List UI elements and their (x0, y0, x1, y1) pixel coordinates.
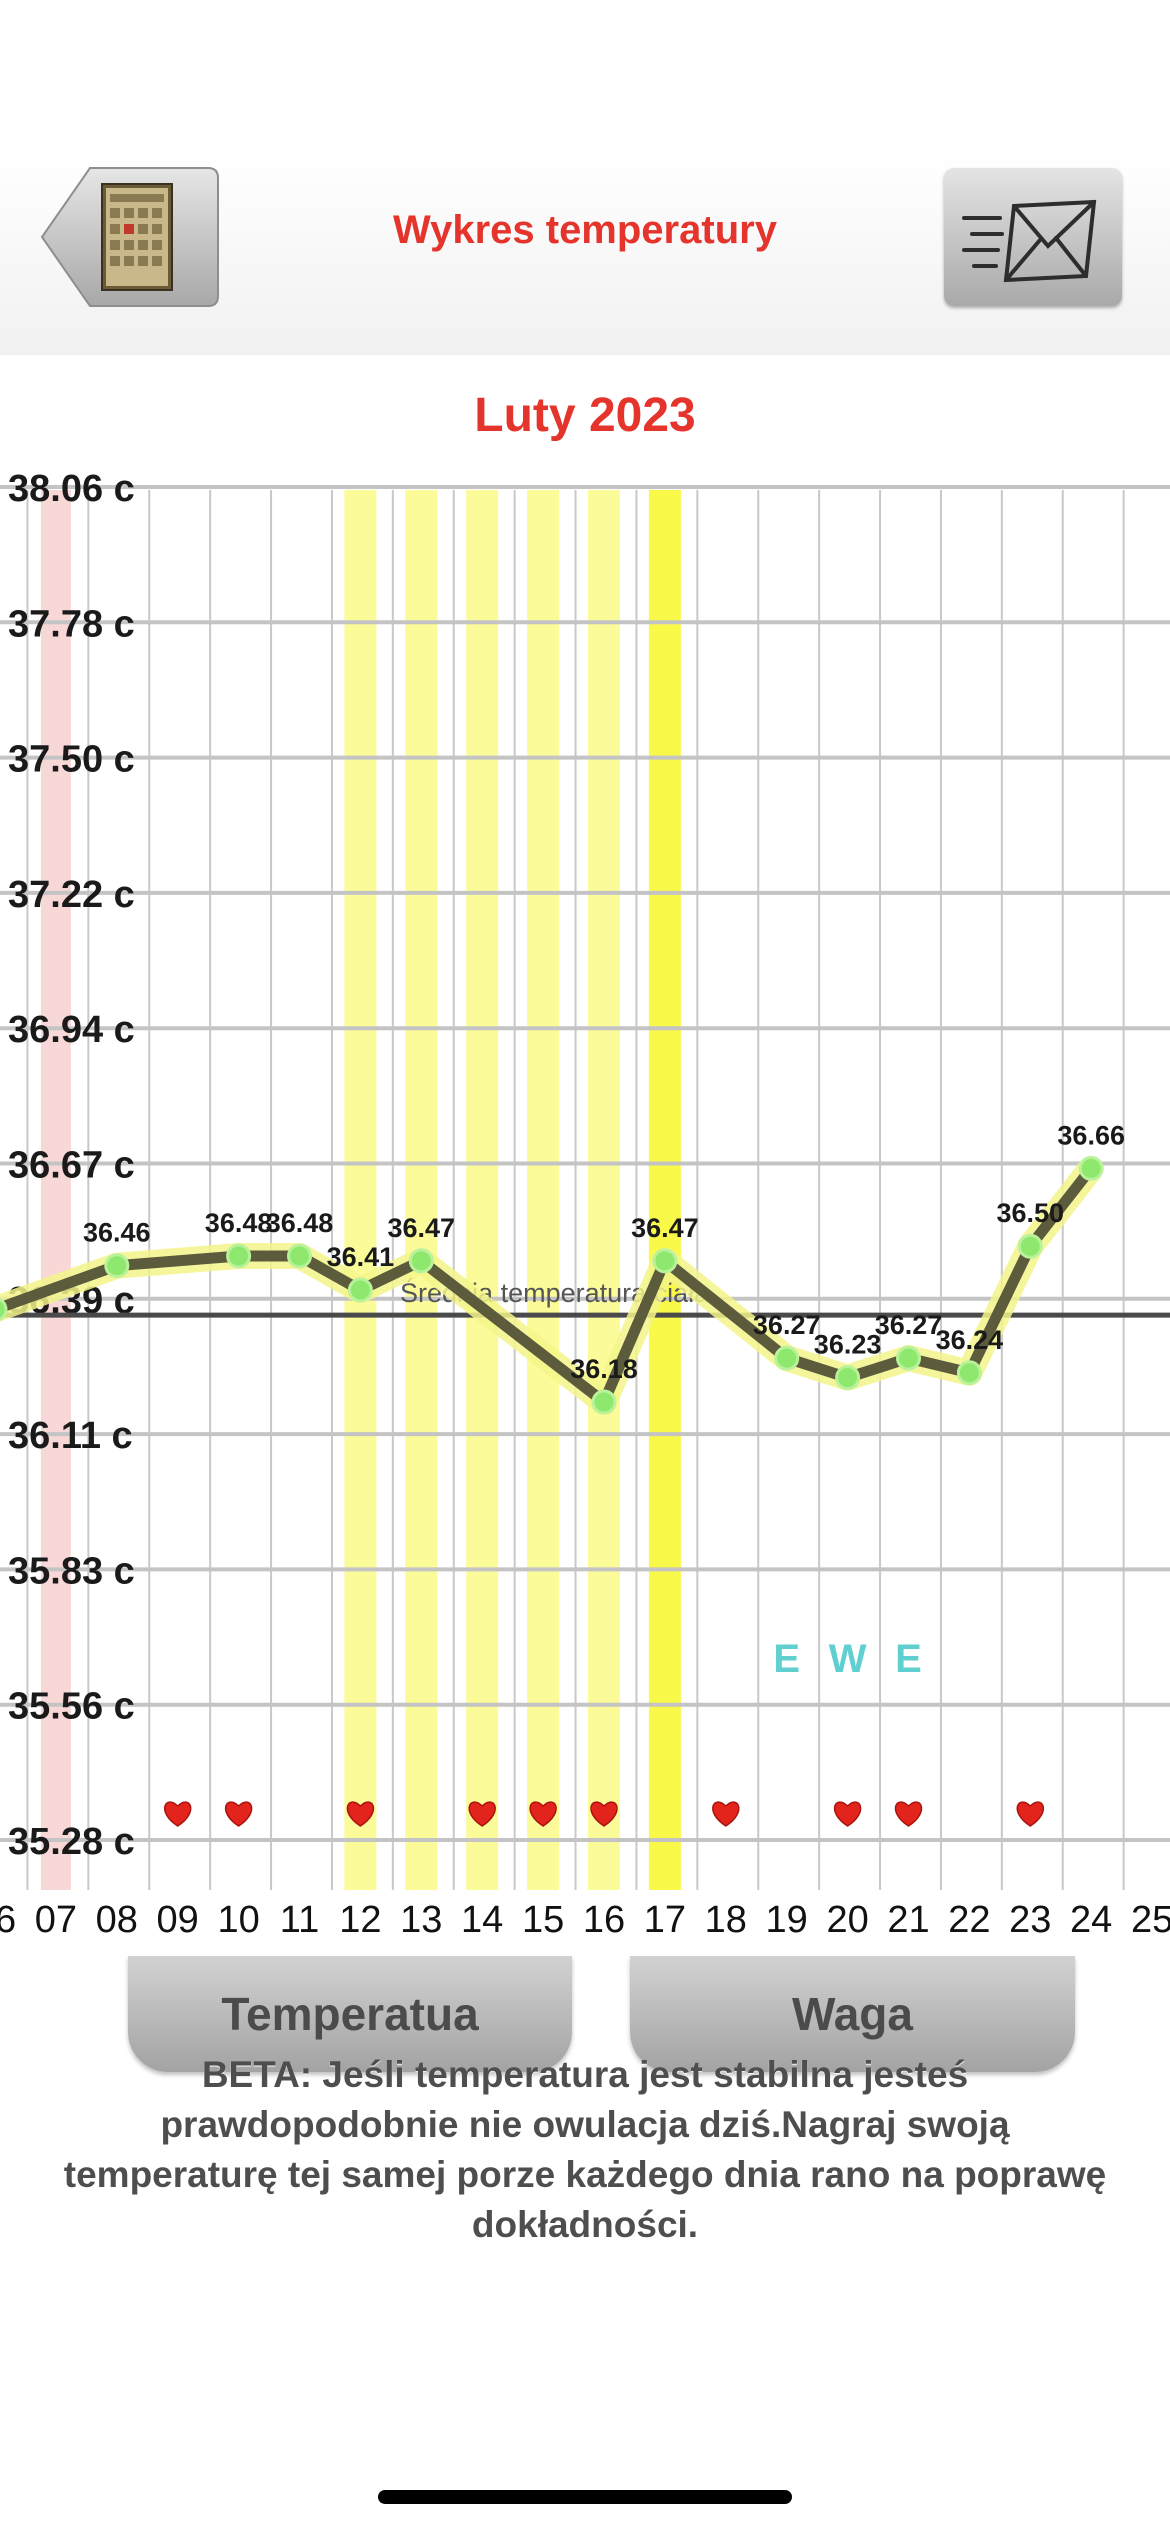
temperature-value-label: 36.23 (814, 1330, 882, 1360)
temperature-value-label: 36.27 (753, 1310, 821, 1340)
x-tick-label: 13 (400, 1899, 442, 1940)
month-title: Luty 2023 (474, 389, 696, 442)
temperature-point (652, 1248, 678, 1274)
x-tick-label: 20 (826, 1899, 868, 1940)
y-tick-label: 36.11 c (8, 1415, 133, 1457)
y-tick-label: 37.78 c (8, 603, 135, 645)
y-tick-label: 35.83 c (8, 1550, 135, 1592)
temperature-value-label: 36.27 (875, 1310, 943, 1340)
x-tick-label: 11 (280, 1899, 319, 1940)
temperature-point (591, 1389, 617, 1415)
home-indicator (378, 2490, 792, 2504)
temperature-point (104, 1253, 130, 1279)
temperature-point (226, 1243, 252, 1269)
heart-icon (225, 1801, 253, 1827)
temperature-point (1078, 1155, 1104, 1181)
heart-icon (468, 1801, 496, 1827)
x-tick-label: 16 (583, 1899, 625, 1940)
x-tick-label: 15 (522, 1899, 564, 1940)
x-tick-label: 22 (948, 1899, 990, 1940)
temperature-value-label: 36.41 (327, 1242, 395, 1272)
temperature-value-label: 36.18 (570, 1354, 638, 1384)
screen-title: Wykres temperatury (393, 208, 777, 252)
x-tick-label: 12 (339, 1899, 381, 1940)
fertile-day-band (405, 490, 438, 1890)
temperature-chart: 38.06 c 37.78 c 37.50 c 37.22 c 36.94 c 36.67… (0, 468, 1170, 1940)
y-tick-label: 37.22 c (8, 874, 135, 916)
heart-icon (346, 1801, 374, 1827)
y-tick-label: 35.56 c (8, 1686, 135, 1728)
heart-icon (1016, 1801, 1044, 1827)
y-tick-label: 37.50 c (8, 739, 135, 781)
temperature-value-label: 36.47 (631, 1213, 699, 1243)
temperature-tab-button[interactable]: Temperatua (128, 1956, 572, 2072)
y-tick-label: 36.94 c (8, 1009, 135, 1051)
period-day-band (40, 490, 71, 1890)
temperature-value-label: 36.47 (388, 1213, 456, 1243)
x-tick-label: 25 (1131, 1899, 1170, 1940)
temperature-point (287, 1243, 312, 1269)
y-tick-label: 36.67 c (8, 1145, 135, 1187)
temperature-point (1017, 1233, 1043, 1259)
send-mail-icon (962, 199, 1097, 283)
x-tick-label: 23 (1009, 1899, 1051, 1940)
temperature-point (0, 1298, 8, 1321)
temperature-point (347, 1277, 373, 1303)
x-tick-label: 14 (461, 1899, 503, 1940)
fertile-day-band (466, 490, 499, 1890)
temperature-point (896, 1345, 921, 1371)
y-tick-label: 38.06 c (8, 468, 135, 510)
x-tick-label: 18 (705, 1899, 747, 1940)
day-marker-letter: W (829, 1637, 867, 1681)
temperature-value-label: 36.48 (266, 1208, 334, 1238)
x-tick-label: 07 (35, 1899, 77, 1940)
fertile-day-band (588, 490, 620, 1890)
back-to-calendar-button[interactable] (40, 166, 220, 308)
temperature-point (956, 1360, 982, 1386)
x-tick-label: 06 (0, 1899, 16, 1940)
heart-icon (164, 1801, 192, 1827)
temperature-point (835, 1365, 861, 1391)
temperature-value-label: 36.66 (1057, 1120, 1125, 1150)
x-tick-label: 19 (766, 1899, 808, 1940)
temperature-value-label: 36.48 (205, 1208, 273, 1238)
x-tick-label: 17 (644, 1899, 686, 1940)
day-marker-letter: E (895, 1637, 922, 1681)
heart-icon (590, 1801, 618, 1827)
temperature-value-label: 36.46 (83, 1218, 151, 1248)
temperature-value-label: 36.50 (997, 1198, 1065, 1228)
y-tick-label: 35.28 c (8, 1821, 135, 1863)
x-tick-label: 24 (1070, 1899, 1112, 1940)
send-mail-button[interactable] (944, 168, 1122, 306)
x-tick-label: 10 (217, 1899, 259, 1940)
ovulation-day-band (648, 490, 681, 1890)
heart-icon (894, 1801, 923, 1827)
fertile-day-band (527, 490, 560, 1890)
x-tick-label: 21 (887, 1899, 929, 1940)
heart-icon (712, 1801, 740, 1827)
temperature-point (408, 1248, 434, 1274)
temperature-point (774, 1345, 800, 1371)
calendar-icon (40, 167, 219, 307)
heart-icon (529, 1801, 557, 1827)
beta-info-text: BETA: Jeśli temperatura jest stabilna je… (63, 2054, 1107, 2245)
weight-tab-button[interactable]: Waga (630, 1956, 1075, 2072)
day-marker-letter: E (773, 1637, 800, 1681)
heart-icon (834, 1801, 862, 1827)
temperature-value-label: 36.24 (936, 1325, 1004, 1355)
x-tick-label: 08 (96, 1899, 138, 1940)
fertile-day-band (344, 490, 377, 1890)
x-tick-label: 09 (157, 1899, 199, 1940)
